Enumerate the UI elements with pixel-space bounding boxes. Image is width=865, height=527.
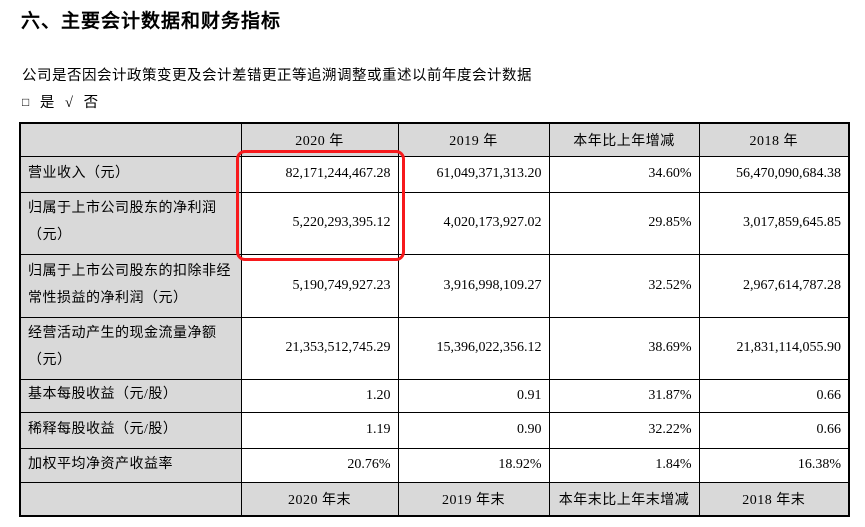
cell-2018: 2,967,614,787.28 <box>698 253 850 318</box>
row-label: 稀释每股收益（元/股） <box>19 411 242 449</box>
footer-row: 2020 年末 2019 年末 本年末比上年末增减 2018 年末 <box>19 481 850 517</box>
table-row-net-profit: 归属于上市公司股东的净利润（元） 5,220,293,395.12 4,020,… <box>19 191 850 255</box>
table-row-diluted-eps: 稀释每股收益（元/股） 1.19 0.90 32.22% 0.66 <box>19 411 850 449</box>
answer-line: □ 是 √ 否 <box>22 91 105 112</box>
table-row-weighted-roe: 加权平均净资产收益率 20.76% 18.92% 1.84% 16.38% <box>19 447 850 483</box>
cell-2018: 56,470,090,684.38 <box>698 155 850 193</box>
financial-indicators-table: 2020 年 2019 年 本年比上年增减 2018 年 营业收入（元） 82,… <box>19 122 850 517</box>
row-label: 加权平均净资产收益率 <box>19 447 242 483</box>
cell-2019: 61,049,371,313.20 <box>397 155 550 193</box>
header-2018: 2018 年 <box>698 122 850 157</box>
table-row-revenue: 营业收入（元） 82,171,244,467.28 61,049,371,313… <box>19 155 850 193</box>
cell-2019: 18.92% <box>397 447 550 483</box>
row-label: 经营活动产生的现金流量净额（元） <box>19 316 242 380</box>
section-title: 六、主要会计数据和财务指标 <box>21 11 282 32</box>
footer-2018-end: 2018 年末 <box>698 481 850 517</box>
cell-yoy: 38.69% <box>548 316 700 380</box>
cell-2020: 5,190,749,927.23 <box>240 253 399 318</box>
cell-yoy: 32.22% <box>548 411 700 449</box>
header-yoy: 本年比上年增减 <box>548 122 700 157</box>
table-row-net-profit-deducted: 归属于上市公司股东的扣除非经常性损益的净利润（元） 5,190,749,927.… <box>19 253 850 318</box>
footer-2020-end: 2020 年末 <box>240 481 399 517</box>
no-label: 否 <box>83 95 99 111</box>
checkbox-unchecked-icon: □ <box>22 95 30 109</box>
header-2020: 2020 年 <box>240 122 399 157</box>
table-row-operating-cash-flow: 经营活动产生的现金流量净额（元） 21,353,512,745.29 15,39… <box>19 316 850 380</box>
row-label: 营业收入（元） <box>19 155 242 193</box>
cell-2018: 21,831,114,055.90 <box>698 316 850 380</box>
cell-2020: 82,171,244,467.28 <box>240 155 399 193</box>
cell-2018: 3,017,859,645.85 <box>698 191 850 255</box>
cell-yoy: 29.85% <box>548 191 700 255</box>
cell-yoy: 31.87% <box>548 378 700 413</box>
cell-2019: 4,020,173,927.02 <box>397 191 550 255</box>
header-empty <box>19 122 242 157</box>
cell-2019: 3,916,998,109.27 <box>397 253 550 318</box>
cell-2019: 15,396,022,356.12 <box>397 316 550 380</box>
restatement-question: 公司是否因会计政策变更及会计差错更正等追溯调整或重述以前年度会计数据 <box>22 68 532 84</box>
table-row-basic-eps: 基本每股收益（元/股） 1.20 0.91 31.87% 0.66 <box>19 378 850 413</box>
header-row: 2020 年 2019 年 本年比上年增减 2018 年 <box>19 122 850 157</box>
cell-2018: 16.38% <box>698 447 850 483</box>
footer-2019-end: 2019 年末 <box>397 481 550 517</box>
footer-yoy-end: 本年末比上年末增减 <box>548 481 700 517</box>
cell-2020: 20.76% <box>240 447 399 483</box>
cell-2020: 1.20 <box>240 378 399 413</box>
row-label: 归属于上市公司股东的扣除非经常性损益的净利润（元） <box>19 253 242 318</box>
yes-label: 是 <box>39 95 55 111</box>
cell-yoy: 1.84% <box>548 447 700 483</box>
row-label: 归属于上市公司股东的净利润（元） <box>19 191 242 255</box>
cell-2019: 0.90 <box>397 411 550 449</box>
cell-yoy: 34.60% <box>548 155 700 193</box>
cell-2020: 5,220,293,395.12 <box>240 191 399 255</box>
footer-empty <box>19 481 242 517</box>
cell-2020: 1.19 <box>240 411 399 449</box>
cell-yoy: 32.52% <box>548 253 700 318</box>
cell-2019: 0.91 <box>397 378 550 413</box>
cell-2018: 0.66 <box>698 378 850 413</box>
header-2019: 2019 年 <box>397 122 550 157</box>
check-mark-icon: √ <box>65 95 73 111</box>
cell-2018: 0.66 <box>698 411 850 449</box>
row-label: 基本每股收益（元/股） <box>19 378 242 413</box>
cell-2020: 21,353,512,745.29 <box>240 316 399 380</box>
